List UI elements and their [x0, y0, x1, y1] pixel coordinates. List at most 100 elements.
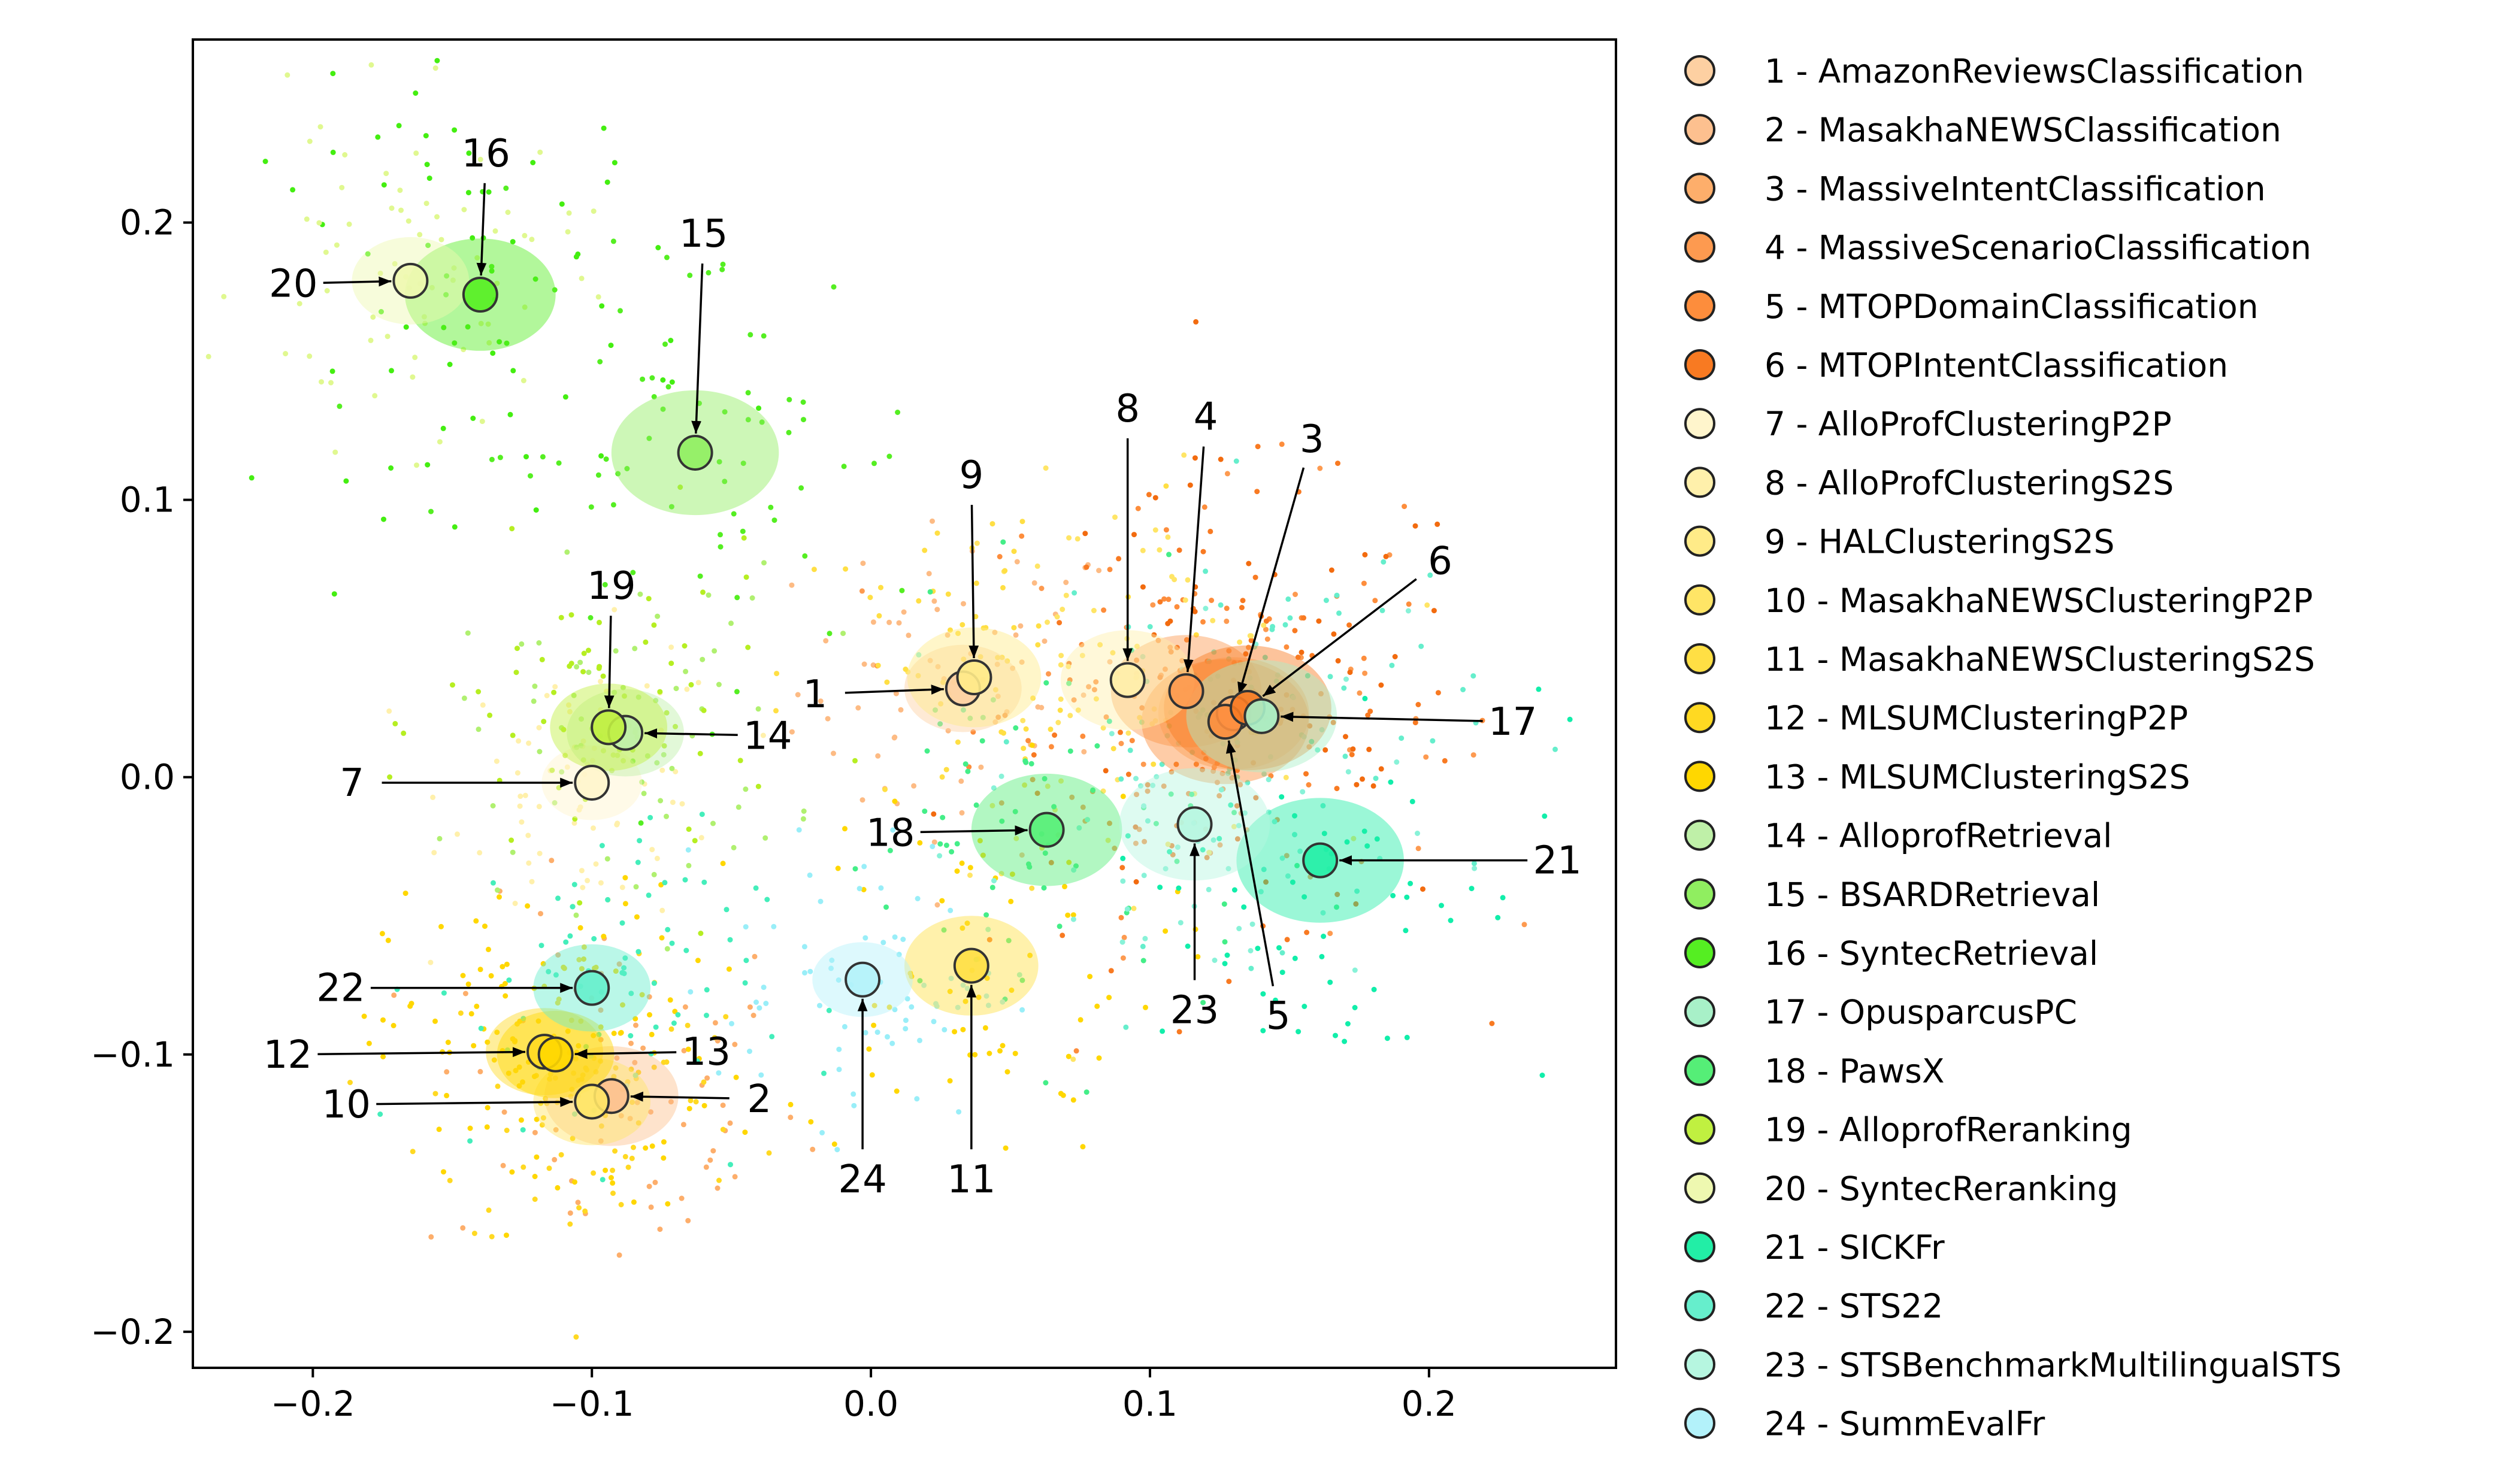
scatter-point-task-5	[1204, 855, 1210, 861]
scatter-point-task-3	[1204, 728, 1210, 734]
annotation-label-task-23: 23	[1170, 989, 1219, 1033]
scatter-point-task-18	[1042, 776, 1048, 782]
legend-marker-task-9	[1684, 525, 1715, 557]
scatter-point-task-2	[732, 1041, 738, 1047]
scatter-point-task-2	[627, 1116, 633, 1122]
scatter-point-task-20	[537, 149, 543, 155]
scatter-point-task-24	[761, 985, 767, 991]
scatter-point-task-22	[671, 1020, 677, 1026]
scatter-point-task-24	[758, 1072, 764, 1078]
scatter-point-task-19	[622, 693, 627, 699]
scatter-point-task-13	[503, 993, 509, 999]
scatter-point-task-22	[704, 1013, 709, 1018]
scatter-point-task-15	[610, 238, 616, 244]
scatter-point-task-2	[685, 1218, 691, 1223]
scatter-point-task-11	[886, 1004, 892, 1010]
scatter-point-task-21	[1292, 955, 1298, 961]
scatter-point-task-15	[630, 758, 636, 764]
legend-marker-task-17	[1684, 996, 1715, 1028]
scatter-point-task-16	[452, 524, 458, 530]
scatter-point-task-12	[601, 934, 607, 940]
scatter-point-task-14	[840, 631, 846, 637]
scatter-point-task-16	[379, 309, 384, 314]
scatter-point-task-4	[1155, 637, 1161, 643]
scatter-point-task-21	[1216, 835, 1222, 841]
scatter-point-task-14	[531, 698, 537, 704]
centroid-marker-task-24	[845, 961, 881, 998]
scatter-point-task-6	[1350, 746, 1356, 752]
scatter-point-task-11	[1012, 1050, 1018, 1056]
scatter-point-task-5	[986, 937, 992, 943]
scatter-point-task-15	[597, 359, 603, 365]
annotation-label-task-15: 15	[679, 212, 728, 256]
scatter-point-task-15	[615, 471, 621, 477]
scatter-point-task-24	[892, 934, 898, 940]
scatter-point-task-20	[474, 255, 480, 261]
scatter-point-task-20	[385, 334, 391, 340]
scatter-point-task-12	[516, 1083, 522, 1089]
scatter-point-task-7	[536, 725, 542, 731]
scatter-point-task-21	[1542, 813, 1548, 819]
scatter-point-task-23	[1141, 803, 1147, 809]
x-tick-label: 0.2	[1402, 1383, 1457, 1424]
scatter-point-task-2	[567, 1210, 573, 1216]
scatter-point-task-20	[520, 378, 526, 383]
scatter-point-task-24	[807, 872, 813, 878]
scatter-point-task-20	[339, 184, 345, 190]
scatter-point-task-11	[871, 1022, 877, 1028]
scatter-point-task-17	[1379, 607, 1385, 613]
scatter-point-task-19	[664, 710, 670, 716]
scatter-point-task-11	[1004, 1069, 1010, 1075]
scatter-point-task-10	[685, 1022, 691, 1028]
scatter-point-task-6	[995, 714, 1001, 720]
scatter-point-task-16	[523, 454, 529, 460]
scatter-point-task-23	[1272, 819, 1278, 825]
scatter-point-task-20	[505, 210, 511, 215]
scatter-point-task-17	[1354, 888, 1360, 894]
scatter-point-task-13	[477, 967, 483, 973]
scatter-point-task-8	[1157, 547, 1163, 553]
scatter-point-task-16	[608, 343, 614, 349]
scatter-point-task-13	[473, 918, 479, 924]
scatter-point-task-13	[497, 894, 502, 900]
scatter-point-task-20	[389, 205, 395, 211]
scatter-point-task-17	[1418, 643, 1424, 649]
scatter-point-task-20	[368, 337, 374, 343]
x-tick-label: −0.1	[550, 1383, 634, 1424]
scatter-point-task-12	[438, 923, 444, 929]
scatter-point-task-6	[1218, 456, 1224, 462]
scatter-point-task-11	[720, 861, 726, 867]
annotation-label-task-9: 9	[959, 453, 983, 498]
scatter-point-task-15	[630, 570, 636, 576]
scatter-point-task-15	[660, 406, 666, 412]
scatter-point-task-23	[985, 926, 991, 932]
scatter-point-task-2	[727, 1120, 733, 1126]
scatter-point-task-17	[1327, 674, 1333, 680]
scatter-point-task-18	[999, 818, 1005, 824]
scatter-point-task-22	[377, 1112, 383, 1117]
scatter-point-task-19	[572, 816, 578, 822]
scatter-point-task-8	[1247, 633, 1253, 639]
scatter-point-task-12	[611, 1074, 617, 1080]
scatter-point-task-11	[997, 1048, 1003, 1054]
scatter-point-task-9	[1035, 642, 1041, 648]
scatter-point-task-18	[1057, 923, 1063, 929]
scatter-point-task-6	[1328, 567, 1334, 573]
scatter-point-task-4	[997, 554, 1003, 559]
scatter-point-task-17	[1210, 837, 1216, 843]
scatter-point-task-3	[1246, 668, 1252, 674]
scatter-point-task-13	[531, 1074, 537, 1079]
scatter-point-task-11	[808, 1119, 814, 1125]
scatter-point-task-7	[593, 861, 599, 867]
scatter-point-task-6	[1347, 670, 1353, 676]
scatter-point-task-19	[682, 643, 688, 649]
scatter-point-task-11	[980, 852, 986, 858]
scatter-point-task-4	[1231, 677, 1236, 683]
scatter-point-task-2	[648, 1204, 654, 1210]
scatter-point-task-10	[591, 1170, 597, 1176]
scatter-point-task-24	[915, 896, 921, 901]
scatter-point-task-23	[1319, 727, 1325, 732]
scatter-point-task-16	[425, 462, 431, 468]
scatter-point-task-24	[960, 982, 966, 988]
scatter-point-task-18	[1066, 680, 1072, 686]
